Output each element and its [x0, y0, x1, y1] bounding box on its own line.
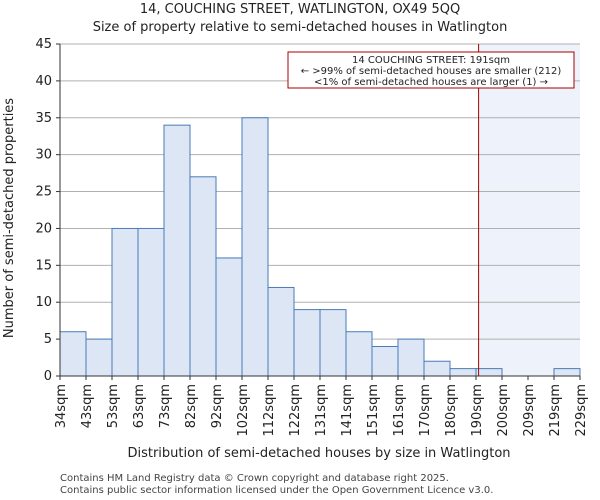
annotation-box [287, 51, 575, 89]
annotation-line: ← >99% of semi-detached houses are small… [301, 66, 562, 77]
x-tick-label: 102sqm [236, 384, 251, 437]
histogram-bar [215, 257, 243, 377]
x-tick-label: 34sqm [54, 384, 69, 428]
x-tick-label: 219sqm [548, 384, 563, 437]
histogram-bar [397, 338, 425, 377]
y-axis-label: Number of semi-detached properties [2, 98, 17, 338]
x-tick-label: 92sqm [210, 384, 225, 428]
histogram-bar [475, 368, 503, 377]
y-tick-label: 40 [35, 74, 52, 89]
annotation-line: 14 COUCHING STREET: 191sqm [352, 55, 510, 66]
x-axis-label: Distribution of semi-detached houses by … [127, 446, 510, 461]
x-tick-label: 82sqm [184, 384, 199, 428]
histogram-bar [371, 345, 399, 377]
x-tick-label: 73sqm [158, 384, 173, 428]
y-tick-label: 5 [44, 332, 52, 347]
x-tick-label: 161sqm [392, 384, 407, 437]
chart-title: 14, COUCHING STREET, WATLINGTON, OX49 5Q… [139, 2, 461, 17]
histogram-bar [137, 227, 165, 377]
histogram-bar [59, 331, 87, 377]
x-tick-label: 229sqm [574, 384, 589, 437]
x-tick-label: 112sqm [262, 384, 277, 437]
histogram-bar [553, 368, 581, 377]
x-tick-label: 122sqm [288, 384, 303, 437]
x-tick-label: 170sqm [418, 384, 433, 437]
chart-subtitle: Size of property relative to semi-detach… [92, 20, 508, 35]
x-tick-label: 190sqm [470, 384, 485, 437]
footer-copyright: Contains HM Land Registry data © Crown c… [60, 473, 449, 484]
y-tick-label: 45 [35, 37, 52, 52]
histogram-bar [423, 360, 451, 377]
y-tick-label: 30 [35, 148, 52, 163]
annotation-line: <1% of semi-detached houses are larger (… [314, 77, 548, 88]
y-tick-label: 35 [35, 111, 52, 126]
x-tick-label: 63sqm [132, 384, 147, 428]
x-tick-label: 151sqm [366, 384, 381, 437]
histogram-bar [189, 176, 217, 377]
histogram-bar [345, 331, 373, 377]
histogram-bar [449, 368, 477, 377]
y-tick-label: 10 [35, 295, 52, 310]
x-tick-label: 209sqm [522, 384, 537, 437]
x-tick-label: 53sqm [106, 384, 121, 428]
y-tick-label: 15 [35, 258, 52, 273]
x-tick-label: 43sqm [80, 384, 95, 428]
histogram-bar [241, 117, 269, 377]
x-tick-label: 180sqm [444, 384, 459, 437]
histogram-chart: 0 5 10 15 20 25 30 35 40 45 34sqm 43sqm 53sqm 63sqm 73… [2, 37, 589, 461]
y-tick-label: 25 [35, 185, 52, 200]
x-tick-label: 141sqm [340, 384, 355, 437]
larger-region [478, 44, 580, 376]
x-tick-label: 131sqm [314, 384, 329, 437]
histogram-bar [293, 309, 321, 377]
y-tick-label: 20 [35, 221, 52, 236]
histogram-bar [163, 124, 191, 377]
y-tick-label: 0 [44, 369, 52, 384]
histogram-bar [267, 286, 295, 377]
footer-licence: Contains public sector information licen… [60, 485, 494, 496]
x-tick-label: 200sqm [496, 384, 511, 437]
histogram-bar [85, 338, 113, 377]
histogram-bar [111, 227, 139, 377]
histogram-bar [319, 309, 347, 377]
